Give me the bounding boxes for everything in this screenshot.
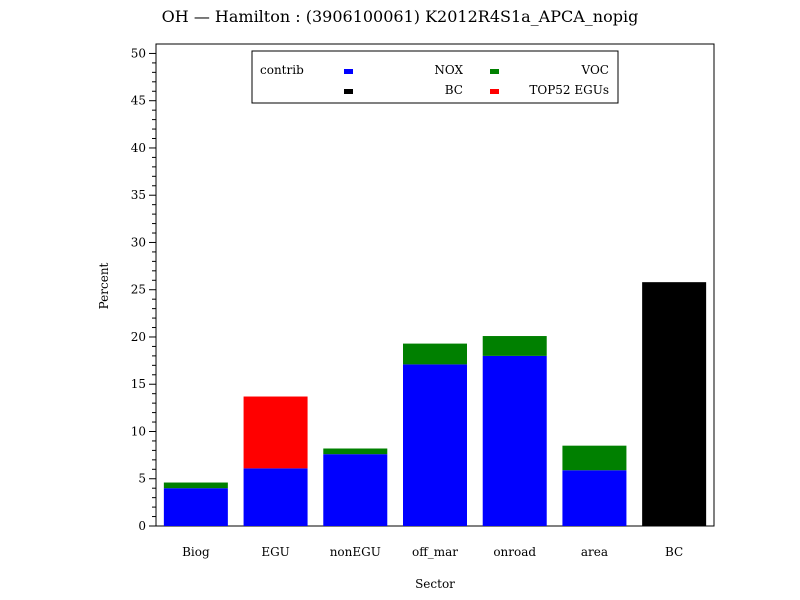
y-tick-label: 35 — [131, 188, 146, 202]
bar-area-nox — [562, 470, 627, 526]
bar-egu-nox — [243, 468, 308, 526]
x-tick-label: off_mar — [412, 545, 458, 559]
x-tick-label: area — [581, 545, 608, 559]
x-axis-label: Sector — [415, 577, 455, 591]
bar-nonegu-nox — [323, 454, 388, 526]
legend-swatch-nox — [344, 69, 353, 74]
y-tick-label: 45 — [131, 94, 146, 108]
legend-title: contrib — [260, 63, 304, 77]
legend-label-bc: BC — [445, 83, 463, 97]
legend-swatch-bc — [344, 89, 353, 94]
legend-swatch-voc — [490, 69, 499, 74]
y-axis-label: Percent — [97, 262, 111, 309]
chart-title: OH — Hamilton : (3906100061) K2012R4S1a_… — [162, 7, 639, 26]
y-tick-label: 0 — [138, 519, 146, 533]
bar-biog-nox — [163, 488, 228, 526]
bar-off-mar-voc — [403, 343, 467, 365]
bar-nonegu-voc — [323, 448, 388, 455]
y-tick-label: 30 — [131, 235, 146, 249]
legend-swatch-top52-egus — [490, 89, 499, 94]
bar-onroad-nox — [482, 355, 547, 526]
bar-egu-top52-egus — [243, 396, 308, 469]
y-tick-label: 15 — [131, 377, 146, 391]
legend-box — [251, 50, 619, 104]
bar-biog-voc — [163, 482, 228, 489]
bar-onroad-voc — [482, 336, 547, 356]
legend: contrib NOX VOC BC TOP52 EGUs — [251, 50, 619, 104]
y-tick-label: 5 — [138, 472, 146, 486]
y-tick-label: 25 — [131, 283, 146, 297]
legend-label-nox: NOX — [434, 63, 463, 77]
x-tick-label: Biog — [182, 545, 210, 559]
y-tick-label: 20 — [131, 330, 146, 344]
y-tick-label: 50 — [131, 46, 146, 60]
x-tick-label: nonEGU — [330, 545, 381, 559]
y-tick-label: 40 — [131, 141, 146, 155]
bar-area-voc — [562, 445, 627, 471]
x-tick-label: onroad — [493, 545, 536, 559]
x-tick-label: BC — [665, 545, 683, 559]
legend-label-top52-egus: TOP52 EGUs — [529, 83, 609, 97]
bar-off-mar-nox — [403, 364, 467, 526]
y-tick-label: 10 — [131, 424, 146, 438]
x-tick-label: EGU — [261, 545, 289, 559]
bar-bc-bc — [642, 282, 707, 526]
legend-label-voc: VOC — [581, 63, 609, 77]
